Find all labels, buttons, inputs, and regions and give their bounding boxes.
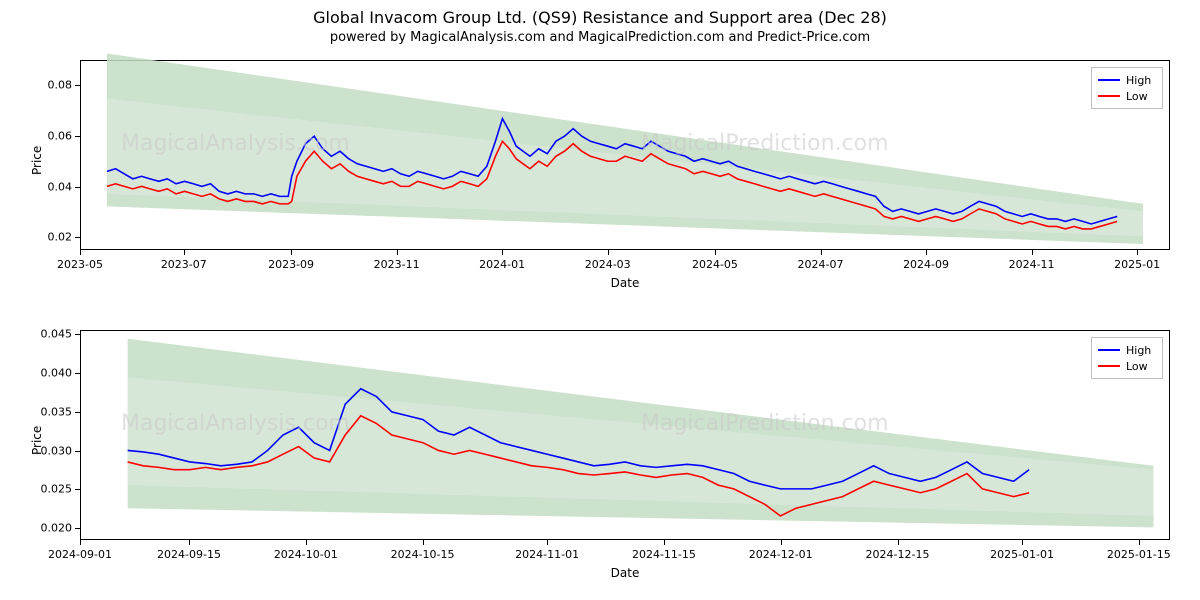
x-tick-mark xyxy=(80,250,81,255)
legend-item-low: Low xyxy=(1098,88,1156,104)
chart-title: Global Invacom Group Ltd. (QS9) Resistan… xyxy=(0,8,1200,27)
y-tick-mark xyxy=(75,373,80,374)
y-tick-mark xyxy=(75,85,80,86)
x-tick-mark xyxy=(781,540,782,545)
legend-item-high: High xyxy=(1098,72,1156,88)
y-tick-label: 0.04 xyxy=(32,180,72,193)
x-tick-label: 2024-09 xyxy=(903,258,949,271)
x-tick-label: 2023-09 xyxy=(268,258,314,271)
x-tick-mark xyxy=(1139,540,1140,545)
y-tick-mark xyxy=(75,136,80,137)
legend-label: Low xyxy=(1126,360,1148,373)
y-tick-mark xyxy=(75,489,80,490)
x-tick-mark xyxy=(664,540,665,545)
y-axis-label: Price xyxy=(30,146,44,175)
x-tick-label: 2023-05 xyxy=(57,258,103,271)
x-tick-label: 2024-03 xyxy=(585,258,631,271)
legend: High Low xyxy=(1091,67,1163,109)
chart-subtitle: powered by MagicalAnalysis.com and Magic… xyxy=(0,30,1200,45)
x-axis-label: Date xyxy=(80,276,1170,290)
y-tick-label: 0.035 xyxy=(32,405,72,418)
y-tick-label: 0.045 xyxy=(32,327,72,340)
legend-swatch xyxy=(1098,349,1120,351)
y-tick-label: 0.02 xyxy=(32,231,72,244)
x-tick-mark xyxy=(608,250,609,255)
y-tick-mark xyxy=(75,528,80,529)
y-tick-label: 0.08 xyxy=(32,79,72,92)
y-tick-mark xyxy=(75,451,80,452)
legend: High Low xyxy=(1091,337,1163,379)
top-chart-svg xyxy=(81,61,1169,249)
legend-swatch xyxy=(1098,365,1120,367)
legend-label: High xyxy=(1126,74,1151,87)
figure: Global Invacom Group Ltd. (QS9) Resistan… xyxy=(0,0,1200,600)
legend-item-high: High xyxy=(1098,342,1156,358)
x-tick-mark xyxy=(80,540,81,545)
legend-label: Low xyxy=(1126,90,1148,103)
x-tick-label: 2024-11-01 xyxy=(515,548,579,561)
top-price-chart: MagicalAnalysis.com MagicalPrediction.co… xyxy=(80,60,1170,250)
legend-swatch xyxy=(1098,79,1120,81)
x-tick-mark xyxy=(898,540,899,545)
y-tick-mark xyxy=(75,237,80,238)
x-tick-mark xyxy=(821,250,822,255)
x-axis-label: Date xyxy=(80,566,1170,580)
y-tick-label: 0.040 xyxy=(32,366,72,379)
x-tick-label: 2024-10-01 xyxy=(274,548,338,561)
x-tick-mark xyxy=(926,250,927,255)
x-tick-label: 2025-01-01 xyxy=(990,548,1054,561)
x-tick-mark xyxy=(189,540,190,545)
y-tick-label: 0.025 xyxy=(32,483,72,496)
legend-swatch xyxy=(1098,95,1120,97)
x-tick-mark xyxy=(1032,250,1033,255)
x-tick-mark xyxy=(502,250,503,255)
y-tick-mark xyxy=(75,187,80,188)
legend-label: High xyxy=(1126,344,1151,357)
y-tick-label: 0.020 xyxy=(32,522,72,535)
x-tick-label: 2024-05 xyxy=(692,258,738,271)
bottom-chart-svg xyxy=(81,331,1169,539)
y-tick-label: 0.06 xyxy=(32,130,72,143)
y-tick-mark xyxy=(75,412,80,413)
x-tick-mark xyxy=(547,540,548,545)
x-tick-mark xyxy=(184,250,185,255)
y-tick-mark xyxy=(75,334,80,335)
x-tick-label: 2025-01-15 xyxy=(1107,548,1171,561)
y-tick-label: 0.030 xyxy=(32,444,72,457)
x-tick-label: 2025-01 xyxy=(1114,258,1160,271)
legend-item-low: Low xyxy=(1098,358,1156,374)
x-tick-label: 2023-11 xyxy=(374,258,420,271)
x-tick-label: 2024-09-01 xyxy=(48,548,112,561)
x-tick-mark xyxy=(423,540,424,545)
x-tick-label: 2024-09-15 xyxy=(157,548,221,561)
x-tick-label: 2023-07 xyxy=(161,258,207,271)
x-tick-mark xyxy=(306,540,307,545)
bottom-price-chart: MagicalAnalysis.com MagicalPrediction.co… xyxy=(80,330,1170,540)
x-tick-label: 2024-11-15 xyxy=(632,548,696,561)
x-tick-mark xyxy=(397,250,398,255)
x-tick-label: 2024-12-15 xyxy=(866,548,930,561)
x-tick-mark xyxy=(1022,540,1023,545)
x-tick-mark xyxy=(715,250,716,255)
x-tick-mark xyxy=(1137,250,1138,255)
x-tick-label: 2024-10-15 xyxy=(391,548,455,561)
x-tick-mark xyxy=(291,250,292,255)
x-tick-label: 2024-11 xyxy=(1009,258,1055,271)
x-tick-label: 2024-12-01 xyxy=(749,548,813,561)
x-tick-label: 2024-07 xyxy=(798,258,844,271)
x-tick-label: 2024-01 xyxy=(479,258,525,271)
